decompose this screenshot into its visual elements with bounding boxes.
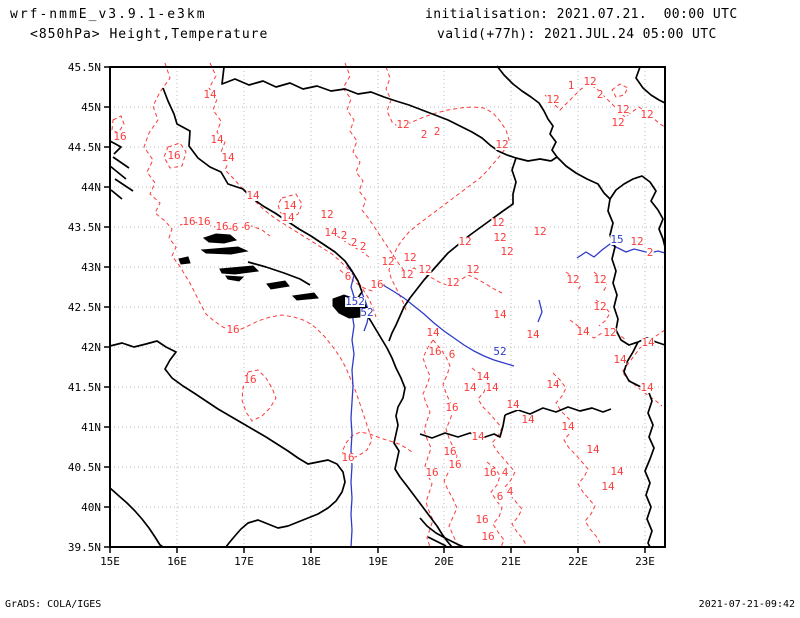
- valid-time-label: valid(+77h): 2021.JUL.24 05:00 UTC: [437, 27, 717, 42]
- level-variables: <850hPa> Height,Temperature: [30, 27, 269, 42]
- lat-tick-label: 41.5N: [68, 381, 101, 394]
- lat-tick-label: 43N: [81, 261, 101, 274]
- lon-tick-label: 15E: [100, 555, 120, 568]
- lat-tick-label: 44N: [81, 181, 101, 194]
- lat-tick-label: 45N: [81, 101, 101, 114]
- lon-tick-label: 16E: [167, 555, 187, 568]
- lat-tick-label: 44.5N: [68, 141, 101, 154]
- lat-tick-label: 45.5N: [68, 61, 101, 74]
- model-title: wrf-nmmE_v3.9.1-e3km: [10, 7, 207, 22]
- lon-tick-label: 22E: [568, 555, 588, 568]
- lon-tick-label: 23E: [635, 555, 655, 568]
- grads-credit: GrADS: COLA/IGES: [5, 599, 102, 610]
- init-time-label: initialisation: 2021.07.21. 00:00 UTC: [425, 7, 738, 22]
- lon-tick-label: 19E: [368, 555, 388, 568]
- coastlines: [109, 65, 666, 548]
- height-contours: [346, 243, 666, 548]
- lon-tick-label: 20E: [434, 555, 454, 568]
- lat-tick-label: 39.5N: [68, 541, 101, 554]
- lat-tick-label: 42.5N: [68, 301, 101, 314]
- temperature-contours: [111, 62, 666, 548]
- lat-tick-label: 41N: [81, 421, 101, 434]
- lat-tick-label: 40N: [81, 501, 101, 514]
- lat-tick-label: 40.5N: [68, 461, 101, 474]
- lat-tick-label: 42N: [81, 341, 101, 354]
- grid-lines: [110, 67, 665, 547]
- lon-tick-label: 18E: [301, 555, 321, 568]
- lat-tick-label: 43.5N: [68, 221, 101, 234]
- render-timestamp: 2021-07-21-09:42: [698, 599, 795, 610]
- axes: 45.5N 45N 44.5N 44N 43.5N 43N 42.5N 42N 41.5N 41N…: [68, 61, 666, 568]
- lon-tick-label: 21E: [501, 555, 521, 568]
- lon-tick-label: 17E: [234, 555, 254, 568]
